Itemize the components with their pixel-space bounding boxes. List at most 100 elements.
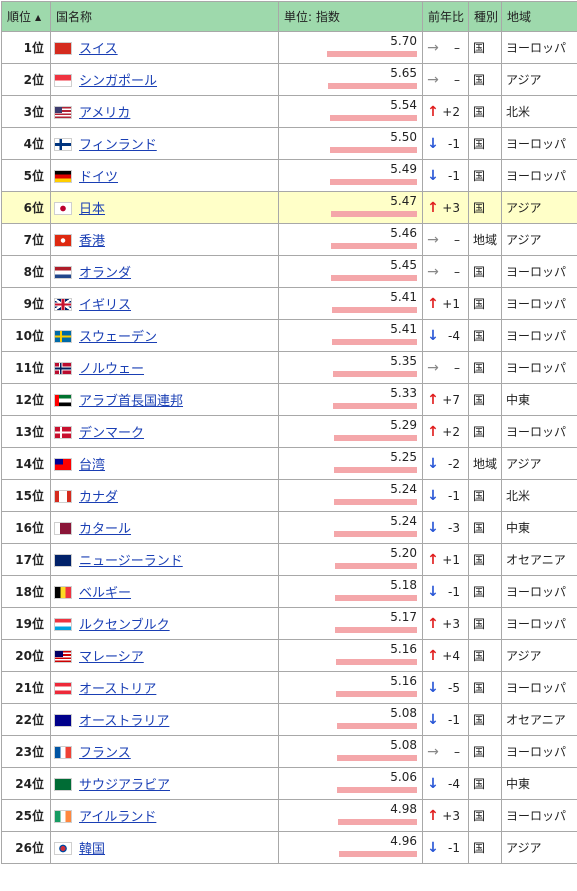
country-link[interactable]: ベルギー — [79, 586, 132, 601]
arrow-down-icon: ↓ — [427, 487, 439, 504]
rank-cell: 17位 — [1, 543, 51, 576]
flag-de-icon — [55, 171, 71, 182]
table-row: 2位 シンガポール 5.65 → – 国アジア — [1, 63, 577, 96]
value-cell: 5.45 — [278, 255, 423, 288]
country-link[interactable]: フィンランド — [79, 138, 157, 153]
yoy-cell: ↓ -4 — [422, 319, 469, 352]
value-bar — [336, 755, 417, 761]
table-row: 13位 デンマーク 5.29 ↑ +2 国ヨーロッパ — [1, 415, 577, 448]
country-link[interactable]: オーストリア — [79, 682, 157, 697]
value-text: 5.41 — [390, 322, 417, 336]
country-link[interactable]: アメリカ — [79, 106, 131, 121]
country-link[interactable]: アイルランド — [79, 810, 157, 825]
country-link[interactable]: 香港 — [79, 234, 106, 249]
yoy-cell: ↓ -5 — [422, 671, 469, 704]
country-link[interactable]: デンマーク — [79, 426, 145, 441]
table-row: 23位 フランス 5.08 → – 国ヨーロッパ — [1, 735, 577, 768]
arrow-up-icon: ↑ — [427, 551, 439, 568]
country-link[interactable]: 韓国 — [79, 842, 106, 857]
value-bar — [334, 531, 417, 537]
country-link[interactable]: アラブ首長国連邦 — [79, 394, 184, 409]
value-cell: 4.98 — [278, 799, 423, 832]
value-text: 5.46 — [390, 226, 417, 240]
value-bar — [331, 307, 417, 313]
arrow-right-icon: → — [427, 359, 439, 376]
value-cell: 5.35 — [278, 351, 423, 384]
type-cell: 国 — [468, 255, 502, 288]
header-unit[interactable]: 単位: 指数 — [278, 1, 423, 32]
arrow-up-icon: ↑ — [427, 423, 439, 440]
header-rank[interactable]: 順位 ▲ — [1, 1, 51, 32]
country-link[interactable]: イギリス — [79, 298, 132, 313]
yoy-change: -1 — [448, 136, 460, 151]
value-bar — [333, 435, 417, 441]
table-row: 21位 オーストリア 5.16 ↓ -5 国ヨーロッパ — [1, 671, 577, 704]
yoy-cell: ↓ -1 — [422, 831, 469, 864]
country-link[interactable]: マレーシア — [79, 650, 144, 665]
country-cell: ドイツ — [50, 159, 279, 192]
yoy-change: +1 — [442, 552, 460, 567]
region-cell: ヨーロッパ — [501, 575, 577, 608]
country-cell: カタール — [50, 511, 279, 544]
region-cell: オセアニア — [501, 543, 577, 576]
table-row: 14位 台湾 5.25 ↓ -2 地域 アジア — [1, 447, 577, 480]
country-link[interactable]: カタール — [79, 522, 132, 537]
country-cell: スウェーデン — [50, 319, 279, 352]
table-row: 4位 フィンランド 5.50 ↓ -1 国ヨーロッパ — [1, 127, 577, 160]
type-cell: 国 — [468, 671, 502, 704]
country-link[interactable]: ニュージーランド — [79, 554, 183, 569]
table-row: 16位 カタール 5.24 ↓ -3 国中東 — [1, 511, 577, 544]
header-type[interactable]: 種別 — [468, 1, 502, 32]
country-link[interactable]: スウェーデン — [79, 330, 158, 345]
value-cell: 5.24 — [278, 479, 423, 512]
country-link[interactable]: スイス — [79, 42, 118, 57]
country-link[interactable]: フランス — [79, 746, 131, 761]
yoy-cell: ↑ +7 — [422, 383, 469, 416]
region-cell: ヨーロッパ — [501, 607, 577, 640]
value-bar — [335, 659, 417, 665]
country-link[interactable]: サウジアラビア — [79, 778, 171, 793]
country-link[interactable]: 台湾 — [79, 458, 106, 473]
country-cell: シンガポール — [50, 63, 279, 96]
rank-cell: 19位 — [1, 607, 51, 640]
value-text: 5.54 — [390, 98, 417, 112]
yoy-change: -1 — [448, 488, 460, 503]
type-cell: 国 — [468, 511, 502, 544]
type-cell: 国 — [468, 543, 502, 576]
country-link[interactable]: シンガポール — [79, 74, 158, 89]
type-cell: 国 — [468, 127, 502, 160]
value-bar — [327, 83, 417, 89]
type-cell: 国 — [468, 831, 502, 864]
region-cell: アジア — [501, 223, 577, 256]
value-cell: 5.46 — [278, 223, 423, 256]
country-link[interactable]: オランダ — [79, 266, 132, 281]
table-row: 19位 ルクセンブルク 5.17 ↑ +3 国ヨーロッパ — [1, 607, 577, 640]
rank-cell: 2位 — [1, 63, 51, 96]
country-link[interactable]: ルクセンブルク — [79, 618, 170, 633]
type-cell: 国 — [468, 351, 502, 384]
header-country[interactable]: 国名称 — [50, 1, 279, 32]
header-yoy[interactable]: 前年比 — [422, 1, 469, 32]
country-link[interactable]: ドイツ — [79, 170, 119, 185]
country-link[interactable]: カナダ — [79, 490, 119, 505]
country-cell: フランス — [50, 735, 279, 768]
header-region[interactable]: 地域 — [501, 1, 577, 32]
region-cell: ヨーロッパ — [501, 31, 577, 64]
arrow-down-icon: ↓ — [427, 327, 439, 344]
rank-cell: 21位 — [1, 671, 51, 704]
value-text: 5.33 — [390, 386, 417, 400]
country-link[interactable]: 日本 — [79, 202, 106, 217]
value-bar — [336, 723, 417, 729]
yoy-change: – — [454, 72, 460, 87]
country-cell: イギリス — [50, 287, 279, 320]
country-link[interactable]: ノルウェー — [79, 362, 145, 377]
flag-lu-icon — [55, 619, 71, 630]
yoy-change: -1 — [448, 168, 460, 183]
rank-cell: 13位 — [1, 415, 51, 448]
country-link[interactable]: オーストラリア — [79, 714, 170, 729]
yoy-change: -5 — [448, 680, 460, 695]
flag-qa-icon — [55, 523, 71, 534]
arrow-down-icon: ↓ — [427, 775, 439, 792]
region-cell: アジア — [501, 639, 577, 672]
yoy-change: +2 — [442, 104, 460, 119]
